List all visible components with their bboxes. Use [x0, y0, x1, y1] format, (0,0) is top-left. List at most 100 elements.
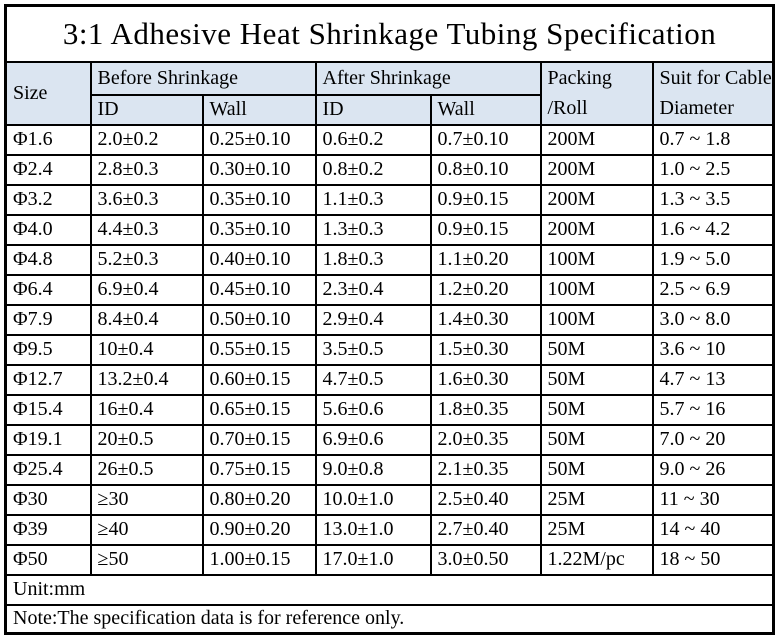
table-cell: 9.0 ~ 26 [651, 453, 775, 486]
table-cell: 2.5 ~ 6.9 [651, 273, 775, 306]
table-cell: 1.8±0.3 [314, 243, 432, 276]
header-before-shrinkage: Before Shrinkage [89, 60, 317, 96]
table-cell: 2.5±0.40 [429, 483, 542, 516]
table-cell: 5.7 ~ 16 [651, 393, 775, 426]
table-cell: 0.75±0.15 [201, 453, 317, 486]
table-row: Φ4.8 5.2±0.3 0.40±0.10 1.8±0.3 1.1±0.20 100M 1… [4, 243, 775, 276]
size-cell: Φ6.4 [4, 273, 92, 306]
table-cell: 1.6±0.30 [429, 363, 542, 396]
size-cell: Φ39 [4, 513, 92, 546]
table-cell: 50M [539, 363, 654, 396]
table-cell: 2.0±0.2 [89, 123, 204, 156]
table-cell: 2.8±0.3 [89, 153, 204, 186]
header-before-wall: Wall [201, 93, 317, 126]
table-cell: ≥30 [89, 483, 204, 516]
table-row: Φ7.9 8.4±0.4 0.50±0.10 2.9±0.4 1.4±0.30 100M 3… [4, 303, 775, 336]
table-row: Φ3.2 3.6±0.3 0.35±0.10 1.1±0.3 0.9±0.15 200M 1… [4, 183, 775, 216]
table-cell: 2.7±0.40 [429, 513, 542, 546]
table-cell: 200M [539, 153, 654, 186]
table-cell: 0.50±0.10 [201, 303, 317, 336]
table-cell: 7.0 ~ 20 [651, 423, 775, 456]
table-cell: 200M [539, 123, 654, 156]
size-cell: Φ1.6 [4, 123, 92, 156]
header-size: Size [4, 60, 92, 126]
table-cell: 0.9±0.15 [429, 213, 542, 246]
table-row: Φ6.4 6.9±0.4 0.45±0.10 2.3±0.4 1.2±0.20 100M 2… [4, 273, 775, 306]
table-cell: 13.2±0.4 [89, 363, 204, 396]
table-cell: 200M [539, 183, 654, 216]
table-cell: 25M [539, 513, 654, 546]
table-row: Φ19.1 20±0.5 0.70±0.15 6.9±0.6 2.0±0.35 50M 7.… [4, 423, 775, 456]
table-cell: 0.35±0.10 [201, 183, 317, 216]
table-cell: 6.9±0.6 [314, 423, 432, 456]
header-before-id: ID [89, 93, 204, 126]
table-cell: 6.9±0.4 [89, 273, 204, 306]
size-cell: Φ12.7 [4, 363, 92, 396]
size-cell: Φ4.0 [4, 213, 92, 246]
table-cell: 0.40±0.10 [201, 243, 317, 276]
table-cell: 0.8±0.2 [314, 153, 432, 186]
table-cell: 5.2±0.3 [89, 243, 204, 276]
size-cell: Φ9.5 [4, 333, 92, 366]
table-cell: 4.4±0.3 [89, 213, 204, 246]
table-cell: 1.0 ~ 2.5 [651, 153, 775, 186]
table-row: Φ39 ≥40 0.90±0.20 13.0±1.0 2.7±0.40 25M 14 ~ 4… [4, 513, 775, 546]
table-row: Φ30 ≥30 0.80±0.20 10.0±1.0 2.5±0.40 25M 11 ~ 3… [4, 483, 775, 516]
header-packing-line2: /Roll [547, 97, 588, 119]
table-cell: 1.3±0.3 [314, 213, 432, 246]
header-suit-for-cable: Suit for Cable Diameter [651, 60, 775, 126]
table-cell: 50M [539, 423, 654, 456]
table-cell: 0.70±0.15 [201, 423, 317, 456]
table-row: Φ2.4 2.8±0.3 0.30±0.10 0.8±0.2 0.8±0.10 200M 1… [4, 153, 775, 186]
table-cell: 3.6±0.3 [89, 183, 204, 216]
header-after-wall: Wall [429, 93, 542, 126]
table-cell: 1.00±0.15 [201, 543, 317, 576]
title-row: 3:1 Adhesive Heat Shrinkage Tubing Speci… [4, 4, 775, 63]
table-cell: 14 ~ 40 [651, 513, 775, 546]
table-cell: 100M [539, 273, 654, 306]
table-cell: 1.1±0.20 [429, 243, 542, 276]
table-cell: 13.0±1.0 [314, 513, 432, 546]
table-cell: 0.80±0.20 [201, 483, 317, 516]
table-cell: 0.7 ~ 1.8 [651, 123, 775, 156]
table-cell: 100M [539, 243, 654, 276]
table-cell: 2.0±0.35 [429, 423, 542, 456]
table-cell: 0.90±0.20 [201, 513, 317, 546]
unit-row: Unit:mm [4, 573, 775, 606]
table-cell: 50M [539, 333, 654, 366]
table-cell: 2.1±0.35 [429, 453, 542, 486]
size-cell: Φ2.4 [4, 153, 92, 186]
table-cell: 17.0±1.0 [314, 543, 432, 576]
table-cell: 26±0.5 [89, 453, 204, 486]
size-cell: Φ50 [4, 543, 92, 576]
table-cell: 3.0 ~ 8.0 [651, 303, 775, 336]
header-row-1: Size Before Shrinkage After Shrinkage Pa… [4, 60, 775, 126]
table-cell: 1.6 ~ 4.2 [651, 213, 775, 246]
header-packing-roll: Packing/Roll [539, 60, 654, 126]
table-cell: 0.25±0.10 [201, 123, 317, 156]
table-cell: 0.35±0.10 [201, 213, 317, 246]
table-cell: 0.65±0.15 [201, 393, 317, 426]
table-cell: 3.0±0.50 [429, 543, 542, 576]
table-cell: 0.30±0.10 [201, 153, 317, 186]
header-packing-line1: Packing [547, 67, 612, 89]
table-cell: 0.8±0.10 [429, 153, 542, 186]
table-cell: 20±0.5 [89, 423, 204, 456]
size-cell: Φ7.9 [4, 303, 92, 336]
table-cell: 0.9±0.15 [429, 183, 542, 216]
table-cell: 4.7±0.5 [314, 363, 432, 396]
table-cell: 1.1±0.3 [314, 183, 432, 216]
table-cell: 1.3 ~ 3.5 [651, 183, 775, 216]
spec-table: 3:1 Adhesive Heat Shrinkage Tubing Speci… [4, 4, 776, 635]
size-cell: Φ30 [4, 483, 92, 516]
table-row: Φ1.6 2.0±0.2 0.25±0.10 0.6±0.2 0.7±0.10 200M 0… [4, 123, 775, 156]
table-cell: 11 ~ 30 [651, 483, 775, 516]
table-cell: 3.5±0.5 [314, 333, 432, 366]
page-title: 3:1 Adhesive Heat Shrinkage Tubing Speci… [4, 4, 775, 63]
table-row: Φ9.5 10±0.4 0.55±0.15 3.5±0.5 1.5±0.30 50M 3.6… [4, 333, 775, 366]
table-cell: ≥40 [89, 513, 204, 546]
table-row: Φ4.0 4.4±0.3 0.35±0.10 1.3±0.3 0.9±0.15 200M 1… [4, 213, 775, 246]
table-cell: 0.60±0.15 [201, 363, 317, 396]
header-after-id: ID [314, 93, 432, 126]
